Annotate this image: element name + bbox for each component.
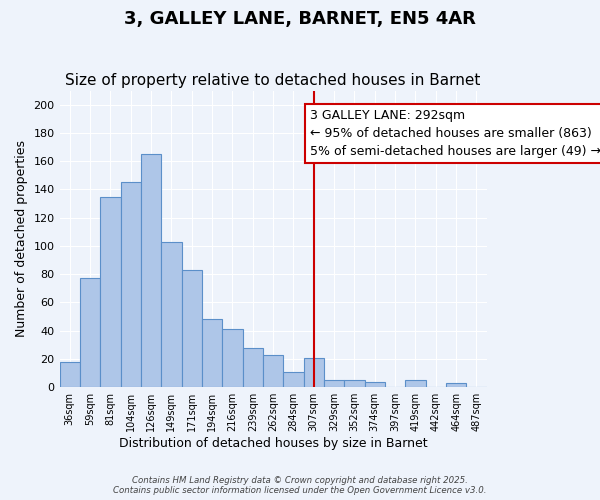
Bar	[344, 380, 365, 387]
Bar	[59, 362, 80, 387]
Text: 3, GALLEY LANE, BARNET, EN5 4AR: 3, GALLEY LANE, BARNET, EN5 4AR	[124, 10, 476, 28]
Bar	[100, 196, 121, 387]
Bar	[141, 154, 161, 387]
Bar	[365, 382, 385, 387]
Bar	[161, 242, 182, 387]
Y-axis label: Number of detached properties: Number of detached properties	[15, 140, 28, 338]
Bar	[446, 383, 466, 387]
Text: 3 GALLEY LANE: 292sqm
← 95% of detached houses are smaller (863)
5% of semi-deta: 3 GALLEY LANE: 292sqm ← 95% of detached …	[310, 109, 600, 158]
Title: Size of property relative to detached houses in Barnet: Size of property relative to detached ho…	[65, 73, 481, 88]
Text: Contains HM Land Registry data © Crown copyright and database right 2025.
Contai: Contains HM Land Registry data © Crown c…	[113, 476, 487, 495]
Bar	[80, 278, 100, 387]
X-axis label: Distribution of detached houses by size in Barnet: Distribution of detached houses by size …	[119, 437, 427, 450]
Bar	[324, 380, 344, 387]
Bar	[121, 182, 141, 387]
Bar	[283, 372, 304, 387]
Bar	[182, 270, 202, 387]
Bar	[263, 354, 283, 387]
Bar	[242, 348, 263, 387]
Bar	[222, 330, 242, 387]
Bar	[405, 380, 425, 387]
Bar	[304, 358, 324, 387]
Bar	[202, 320, 222, 387]
